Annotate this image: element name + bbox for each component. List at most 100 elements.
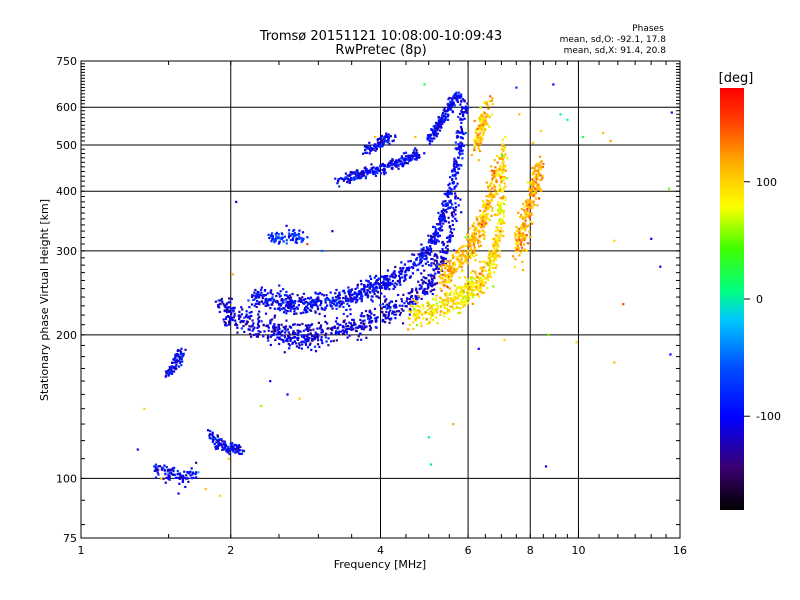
data-point [240,320,244,323]
data-point [454,202,457,205]
data-point [153,465,156,468]
data-point [422,307,425,310]
data-point [258,303,261,306]
data-point [323,308,326,312]
data-point [271,293,274,296]
data-point [482,132,485,135]
data-point [291,238,294,242]
data-point [473,144,476,147]
data-point [242,319,245,323]
data-point [275,237,278,240]
data-point [317,339,320,342]
data-point [455,165,458,168]
data-point [518,254,521,257]
data-point [415,289,418,292]
data-point [403,263,406,266]
data-point [342,320,345,324]
data-point [300,238,303,241]
data-point [446,311,449,314]
data-point [270,234,273,237]
data-point [167,371,171,374]
data-point [527,198,531,202]
data-point [477,347,480,350]
data-point [430,133,433,136]
data-point [368,152,371,155]
data-point [407,260,410,263]
data-point [530,192,533,195]
data-point [521,260,524,264]
data-point [469,252,472,255]
data-point [415,323,419,327]
data-point [296,333,299,337]
data-points [136,83,673,497]
data-point [519,242,522,245]
data-point [452,228,456,231]
data-point [473,277,476,280]
data-point [458,151,461,155]
data-point [364,166,367,169]
data-point [309,332,312,335]
data-point [426,246,429,250]
data-point [369,283,372,286]
data-point [373,166,376,169]
data-point [497,241,500,244]
data-point [344,172,347,175]
data-point [435,259,438,262]
data-point [177,349,180,352]
data-point [452,269,456,272]
data-point [228,452,231,456]
data-point [241,449,244,452]
data-point [306,326,309,329]
data-point [393,306,396,309]
data-point [521,217,525,220]
data-point [257,293,260,296]
data-point [539,161,542,164]
data-point [430,238,433,241]
data-point [228,449,231,453]
data-point [459,136,463,139]
data-point [181,360,184,363]
data-point [382,164,385,167]
data-point [377,137,380,141]
data-point [460,145,463,148]
data-point [444,267,447,270]
data-point [231,306,235,310]
data-point [444,275,447,278]
data-point [319,324,323,327]
data-point [333,325,336,328]
data-point [282,240,285,243]
data-point [451,254,455,257]
data-point [250,325,253,328]
data-point [297,237,301,241]
data-point [439,296,442,299]
data-point [495,241,498,244]
data-point [418,154,421,157]
data-point [278,332,281,335]
data-point [278,306,281,309]
data-point [497,245,500,248]
data-point [455,161,458,164]
data-point [496,226,499,229]
data-point [451,219,454,223]
data-point [528,214,531,217]
data-point [208,434,211,437]
data-point [488,125,491,128]
data-point [447,236,450,239]
data-point [455,99,458,102]
data-point [460,143,463,146]
data-point [282,311,286,314]
data-point [526,181,529,184]
data-point [414,318,417,322]
data-point [482,204,485,208]
data-point [537,167,540,170]
data-point [480,113,483,117]
data-point [474,259,477,262]
data-point [310,304,313,307]
data-point [372,166,375,169]
data-point [320,338,323,341]
data-point [392,310,395,313]
data-point [436,307,439,310]
data-point [327,298,331,301]
data-point [433,129,436,132]
data-point [467,255,470,258]
